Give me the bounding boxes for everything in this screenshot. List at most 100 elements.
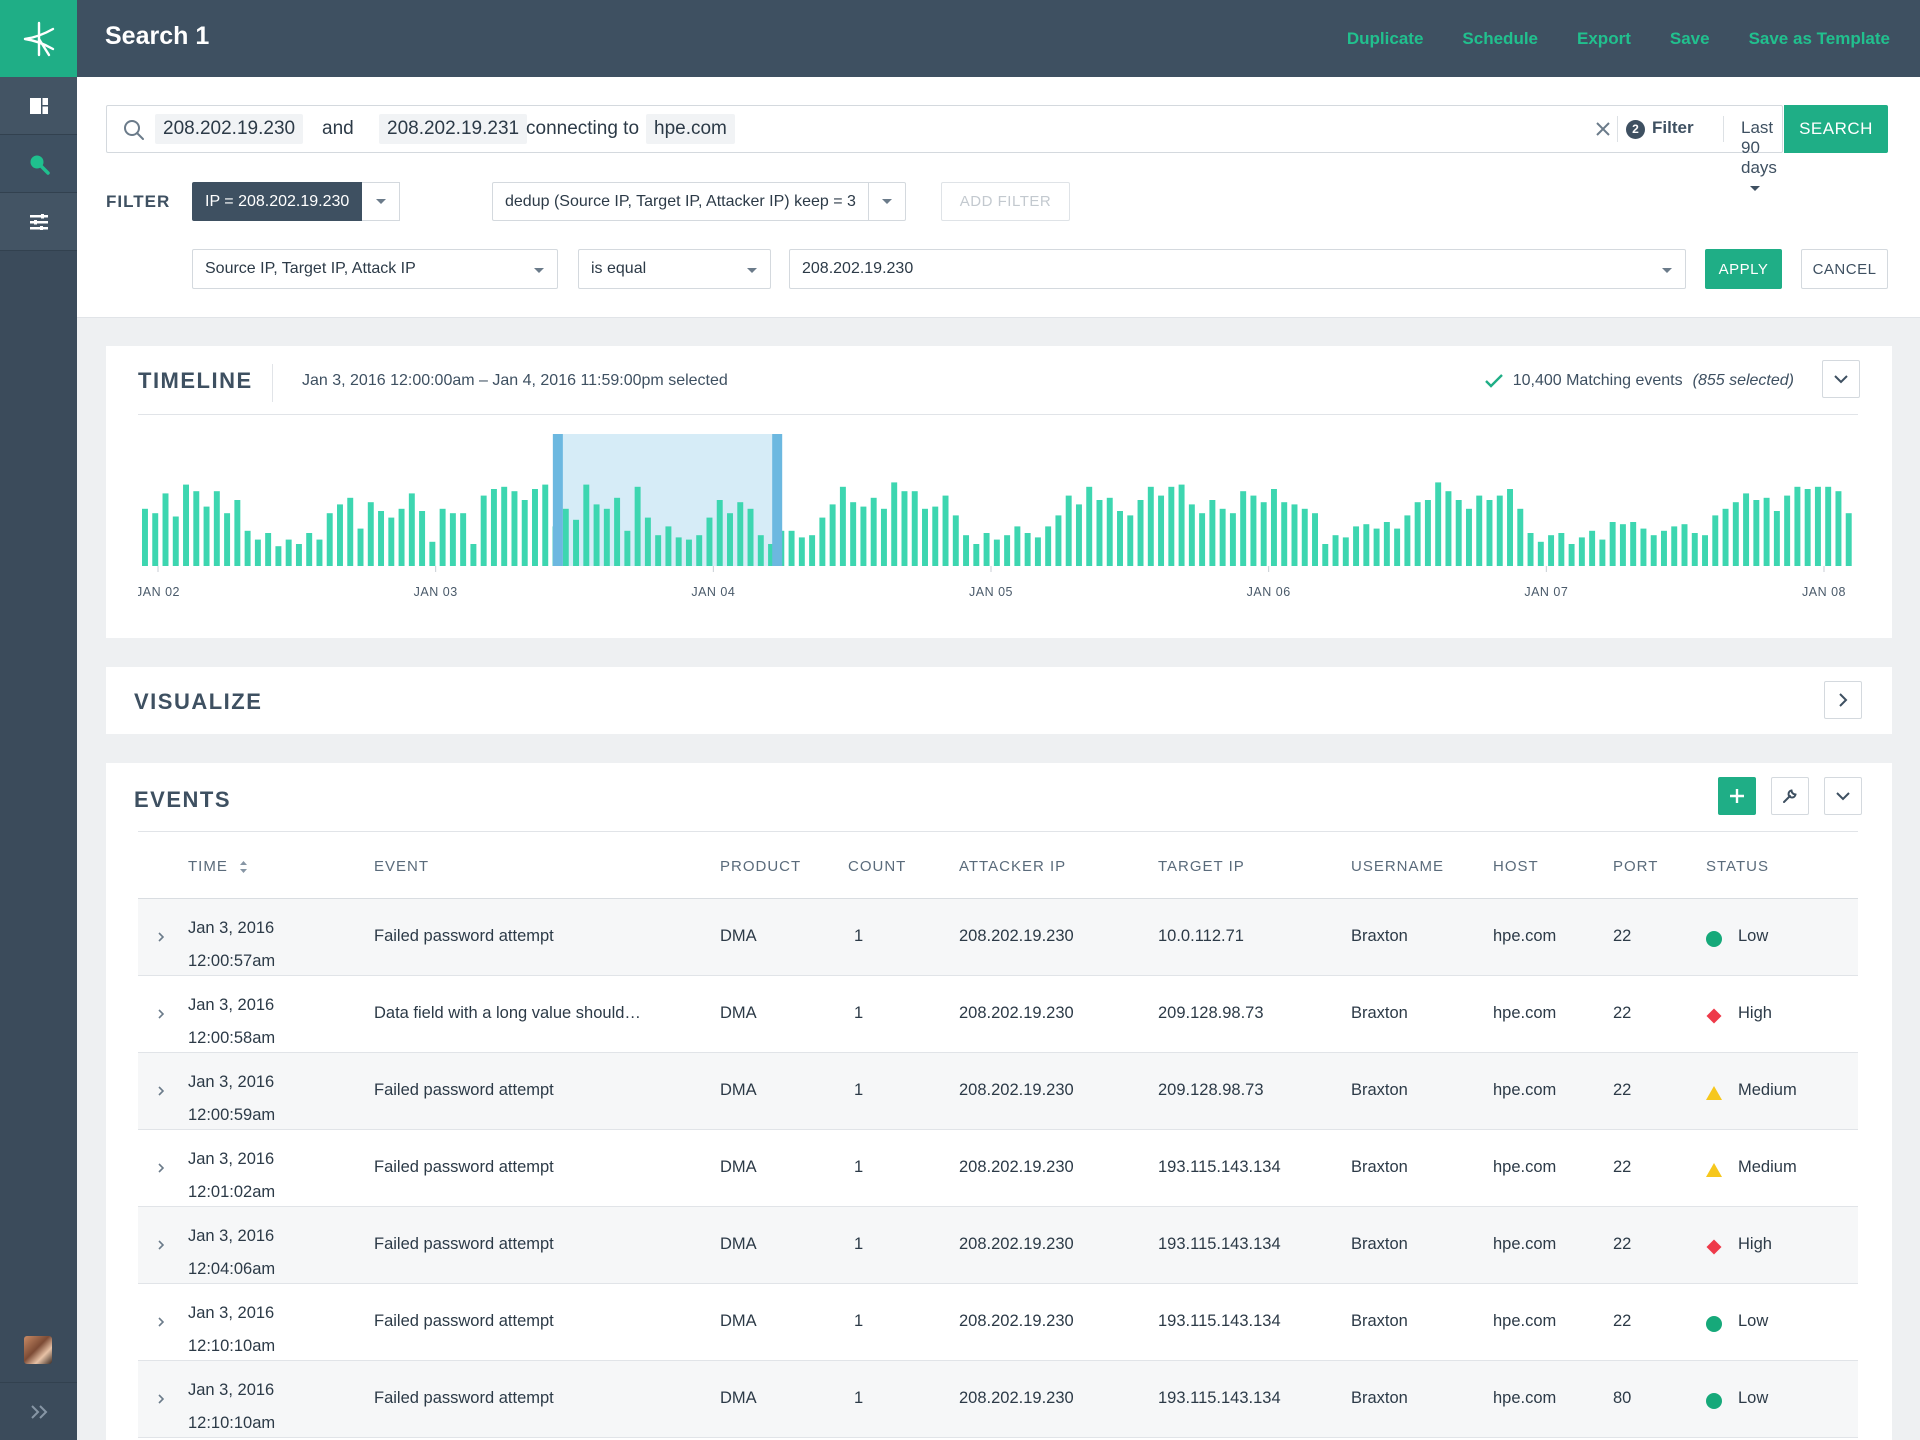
- column-header-count[interactable]: COUNT: [848, 858, 907, 875]
- column-header-time[interactable]: TIME: [188, 858, 248, 875]
- timeline-bar: [1732, 502, 1739, 566]
- timeline-bar: [1568, 544, 1575, 566]
- configure-button[interactable]: [1771, 777, 1809, 815]
- row-expand-icon[interactable]: [158, 1391, 165, 1409]
- cell-product: DMA: [720, 1004, 757, 1022]
- table-row[interactable]: Jan 3, 2016 12:10:10am Failed password att…: [138, 1284, 1858, 1361]
- clear-icon[interactable]: [1593, 119, 1613, 144]
- column-header-attacker-ip[interactable]: ATTACKER IP: [959, 858, 1067, 875]
- collapse-events-button[interactable]: [1824, 777, 1862, 815]
- selection-handle-left[interactable]: [552, 434, 563, 566]
- table-header: TIME EVENT PRODUCT COUNT ATTACKER IP TAR…: [138, 831, 1858, 899]
- column-header-target-ip[interactable]: TARGET IP: [1158, 858, 1245, 875]
- cell-status: Low: [1738, 1312, 1769, 1330]
- filter-count-badge[interactable]: 2: [1626, 120, 1645, 139]
- search-term-chip[interactable]: 208.202.19.230: [155, 114, 304, 144]
- timeline-bar: [490, 489, 497, 566]
- operator-select[interactable]: is equal: [578, 249, 771, 289]
- search-icon[interactable]: [0, 135, 77, 193]
- date-range-select[interactable]: Last 90 days: [1741, 118, 1782, 198]
- timeline-bar: [347, 497, 354, 566]
- dedup-filter-pill[interactable]: dedup (Source IP, Target IP, Attacker IP…: [492, 182, 906, 221]
- add-filter-button[interactable]: ADD FILTER: [941, 182, 1070, 221]
- timeline-bar: [306, 533, 313, 566]
- column-header-host[interactable]: HOST: [1493, 858, 1539, 875]
- caret-down-icon[interactable]: [869, 183, 905, 220]
- timeline-chart[interactable]: JAN 02 JAN 03 JAN 04 JAN 05 JAN 06 JAN 07 JAN …: [138, 434, 1858, 624]
- cell-clock: 12:01:02am: [188, 1183, 276, 1201]
- column-header-username[interactable]: USERNAME: [1351, 858, 1445, 875]
- double-chevron-right-icon[interactable]: [0, 1382, 77, 1440]
- timeline-bar: [952, 515, 959, 566]
- x-tick-label: JAN 06: [1247, 585, 1291, 599]
- apply-button[interactable]: APPLY: [1705, 249, 1782, 289]
- cancel-button[interactable]: CANCEL: [1801, 249, 1888, 289]
- timeline-bar: [860, 506, 867, 566]
- expand-visualize-button[interactable]: [1824, 681, 1862, 719]
- duplicate-button[interactable]: Duplicate: [1346, 29, 1424, 48]
- caret-down-icon: [1750, 185, 1760, 191]
- search-term-chip[interactable]: hpe.com: [646, 114, 735, 144]
- schedule-button[interactable]: Schedule: [1462, 29, 1539, 48]
- table-row[interactable]: Jan 3, 2016 12:00:57am Failed password att…: [138, 899, 1858, 976]
- table-row[interactable]: Jan 3, 2016 12:01:02am Failed password att…: [138, 1130, 1858, 1207]
- save-as-template-button[interactable]: Save as Template: [1748, 29, 1890, 48]
- timeline-bar: [1004, 535, 1011, 566]
- status-low-icon: [1705, 1315, 1723, 1338]
- row-expand-icon[interactable]: [158, 1237, 165, 1255]
- timeline-bar: [655, 535, 662, 566]
- active-filter-pill[interactable]: IP = 208.202.19.230: [192, 182, 401, 221]
- column-header-status[interactable]: STATUS: [1706, 858, 1769, 875]
- cell-status: Medium: [1738, 1081, 1797, 1099]
- cell-date: Jan 3, 2016: [188, 996, 275, 1014]
- avatar[interactable]: [24, 1336, 52, 1364]
- caret-down-icon[interactable]: [362, 182, 401, 221]
- timeline-bar: [1486, 500, 1493, 566]
- collapse-timeline-button[interactable]: [1822, 360, 1860, 398]
- timeline-bar: [244, 530, 251, 566]
- timeline-bar: [1270, 489, 1277, 566]
- cell-product: DMA: [720, 1158, 757, 1176]
- save-button[interactable]: Save: [1669, 29, 1710, 48]
- app-logo-icon[interactable]: [0, 0, 77, 77]
- row-expand-icon[interactable]: [158, 929, 165, 947]
- cell-username: Braxton: [1351, 1004, 1408, 1022]
- active-filter-label[interactable]: IP = 208.202.19.230: [192, 182, 363, 221]
- caret-down-icon: [1662, 268, 1672, 273]
- table-row[interactable]: Jan 3, 2016 12:04:06am Failed password att…: [138, 1207, 1858, 1284]
- selection-handle-right[interactable]: [772, 434, 783, 566]
- row-expand-icon[interactable]: [158, 1083, 165, 1101]
- cell-event: Failed password attempt: [374, 927, 554, 945]
- row-expand-icon[interactable]: [158, 1314, 165, 1332]
- search-button[interactable]: SEARCH: [1784, 105, 1888, 153]
- timeline-bar: [573, 519, 580, 566]
- search-term-chip[interactable]: 208.202.19.231: [379, 114, 528, 144]
- matching-events: 10,400 Matching events (855 selected): [1484, 372, 1794, 390]
- row-expand-icon[interactable]: [158, 1160, 165, 1178]
- value-select[interactable]: 208.202.19.230: [789, 249, 1686, 289]
- timeline-bar: [1065, 495, 1072, 566]
- timeline-bar: [1229, 513, 1236, 566]
- add-event-button[interactable]: [1718, 777, 1756, 815]
- column-header-port[interactable]: PORT: [1613, 858, 1659, 875]
- settings-sliders-icon[interactable]: [0, 193, 77, 251]
- filter-toggle[interactable]: Filter: [1652, 118, 1694, 137]
- field-select[interactable]: Source IP, Target IP, Attack IP: [192, 249, 558, 289]
- row-expand-icon[interactable]: [158, 1006, 165, 1024]
- column-header-product[interactable]: PRODUCT: [720, 858, 802, 875]
- dashboard-icon[interactable]: [0, 77, 77, 135]
- cell-event: Failed password attempt: [374, 1312, 554, 1330]
- dedup-filter-label[interactable]: dedup (Source IP, Target IP, Attacker IP…: [493, 183, 869, 220]
- timeline-bar: [1507, 489, 1513, 566]
- table-row[interactable]: Jan 3, 2016 12:00:59am Failed password att…: [138, 1053, 1858, 1130]
- cell-time: Jan 3, 2016 12:10:10am: [188, 1374, 275, 1440]
- search-input[interactable]: 208.202.19.230 and 208.202.19.231 connec…: [106, 105, 1783, 191]
- events-title: EVENTS: [134, 787, 232, 812]
- table-row[interactable]: Jan 3, 2016 12:10:10am Failed password att…: [138, 1361, 1858, 1438]
- export-button[interactable]: Export: [1577, 29, 1631, 48]
- timeline-bar: [1589, 530, 1596, 566]
- column-header-event[interactable]: EVENT: [374, 858, 430, 875]
- table-row[interactable]: Jan 3, 2016 12:00:58am Data field with a l…: [138, 976, 1858, 1053]
- timeline-bar: [1537, 541, 1544, 566]
- timeline-bar: [614, 497, 621, 566]
